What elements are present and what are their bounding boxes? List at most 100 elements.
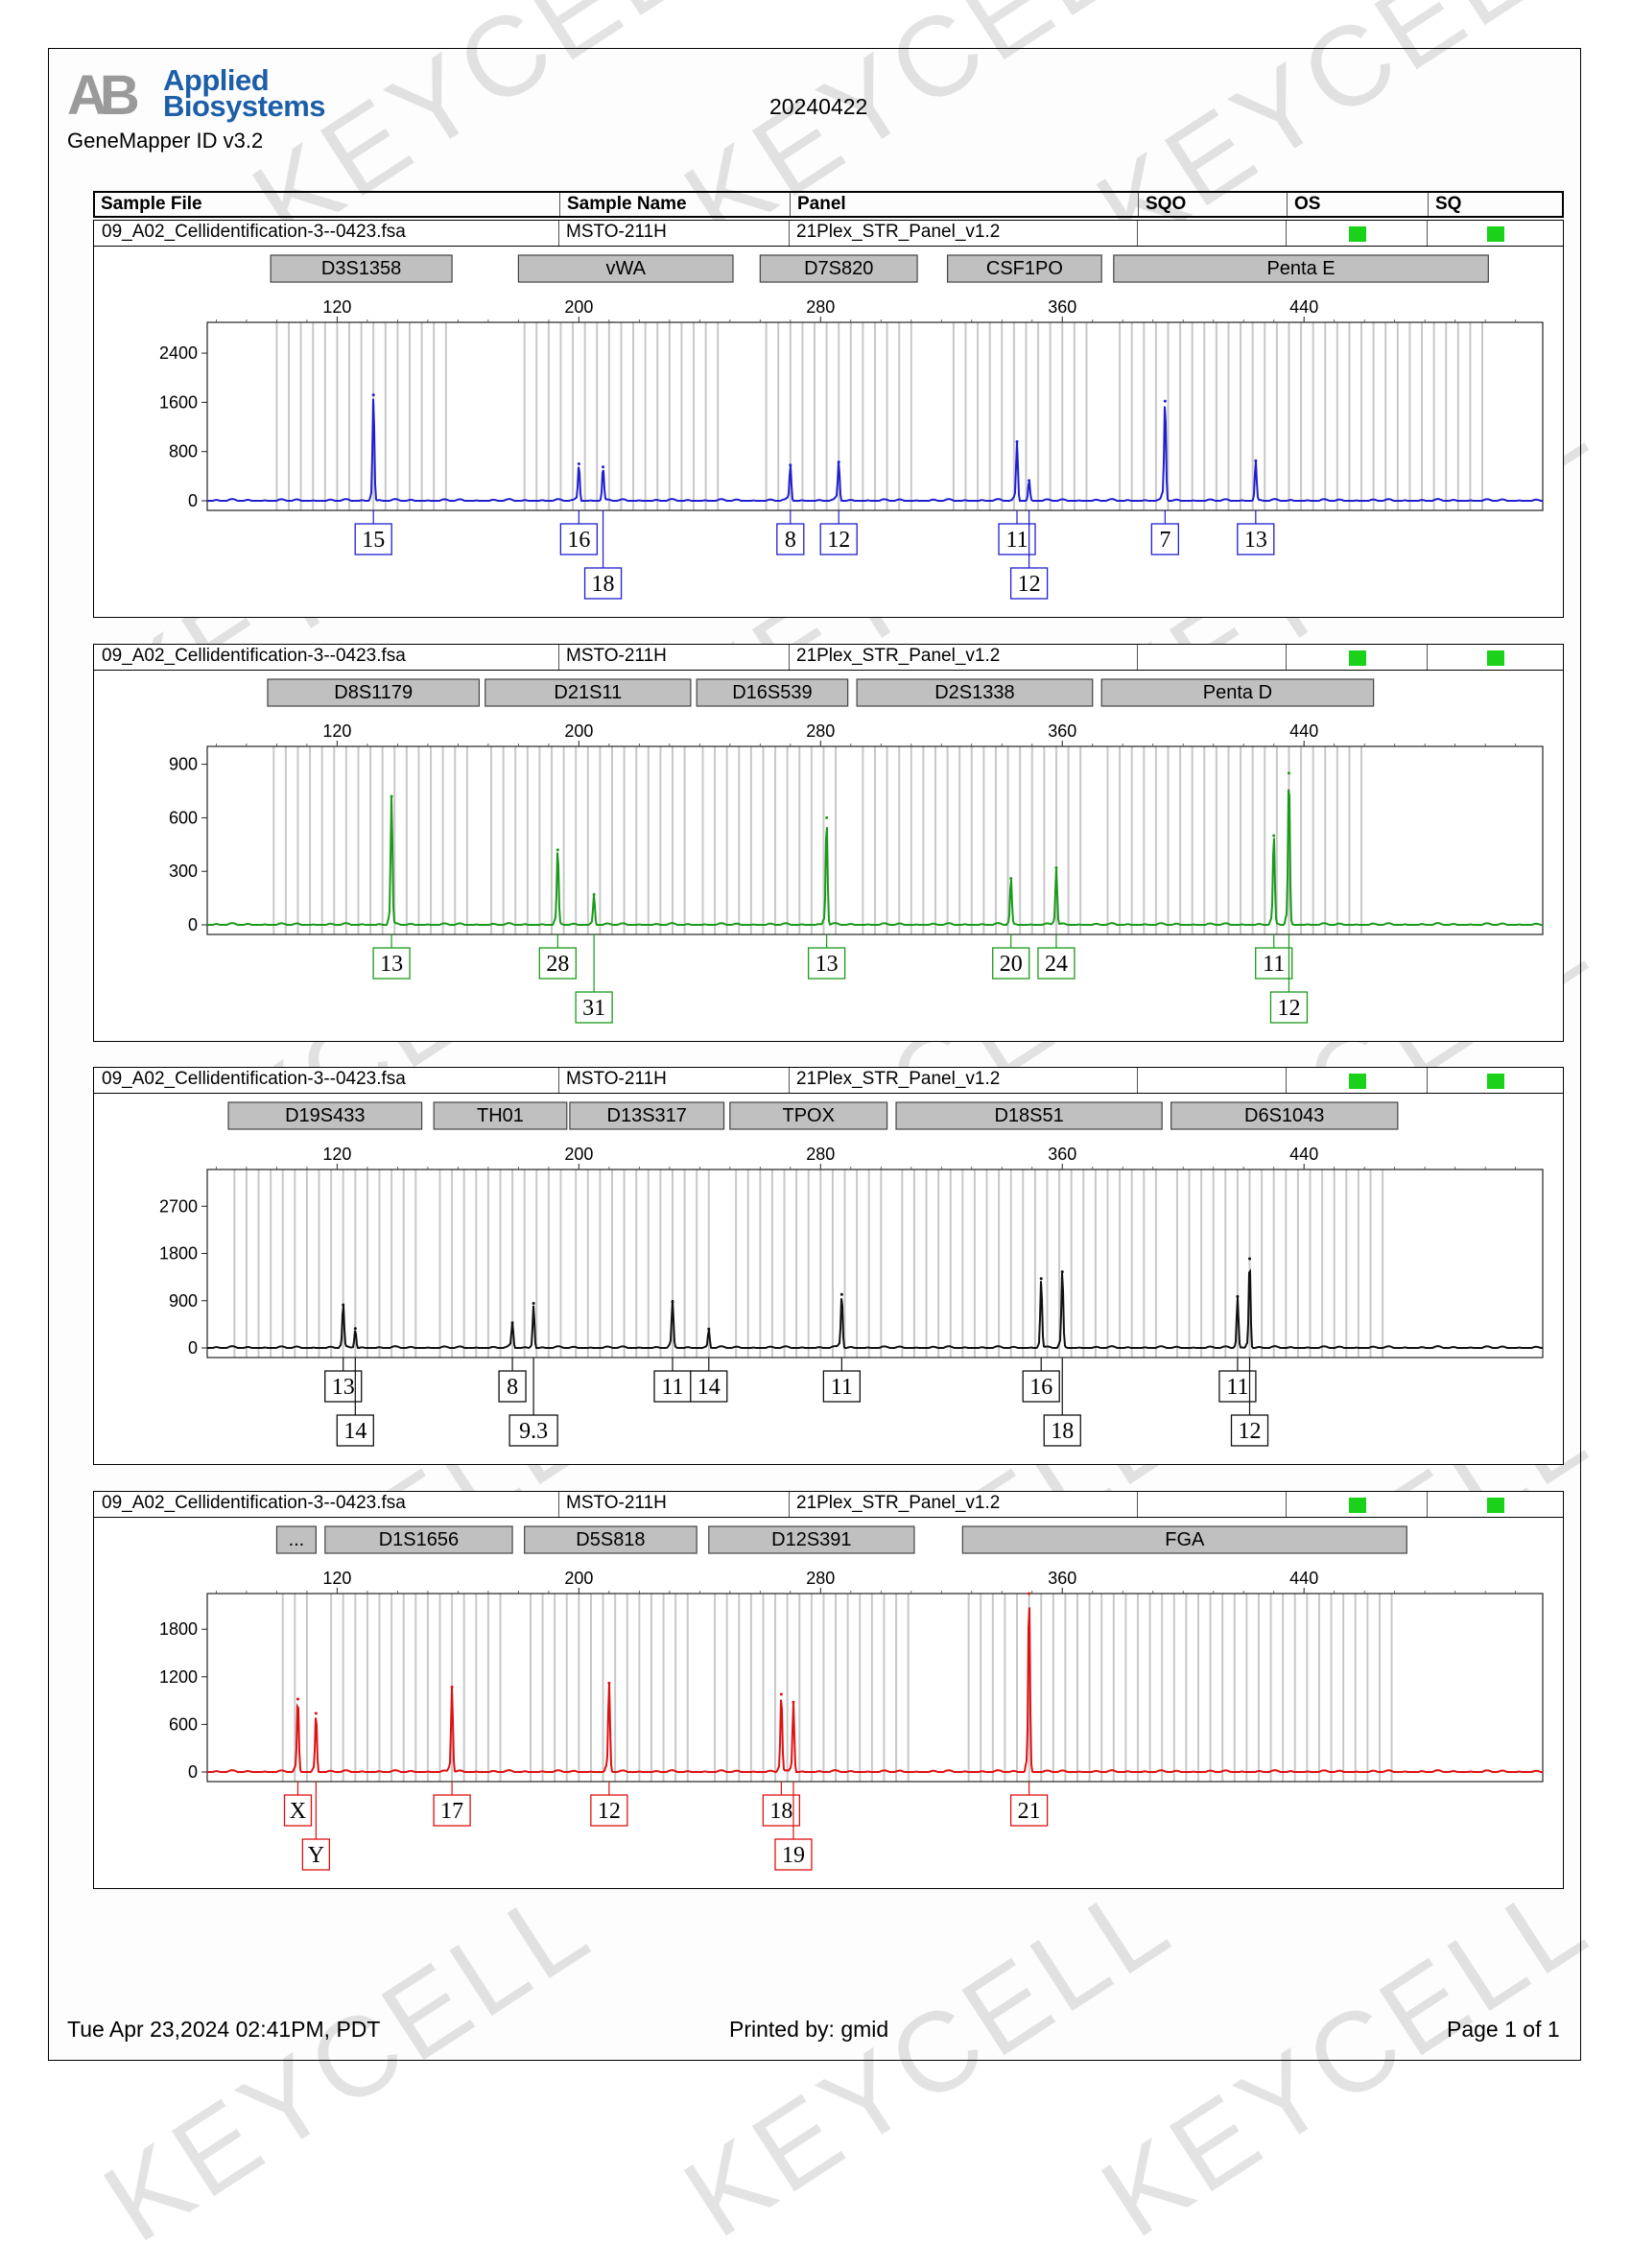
allele-call-box	[653, 1370, 692, 1403]
allele-call-label: 18	[592, 572, 615, 597]
peak-apex	[1028, 479, 1031, 483]
allele-call-label: 9.3	[519, 1419, 548, 1444]
panel-name: 21Plex_STR_Panel_v1.2	[796, 646, 1001, 666]
peak-apex	[371, 393, 375, 397]
marker-box--	[275, 1525, 317, 1554]
peak-apex	[353, 1327, 357, 1331]
allele-call-label: 11	[1005, 528, 1028, 553]
x-tick-label: 280	[806, 1569, 835, 1588]
peak-apex	[1248, 1257, 1252, 1261]
brand-line-2: Biosystems	[163, 89, 326, 123]
software-version: GeneMapper ID v3.2	[67, 129, 264, 153]
peak-apex	[607, 1681, 611, 1685]
marker-label: FGA	[1165, 1529, 1205, 1550]
sample-name: MSTO-211H	[566, 1493, 667, 1513]
col-sample-file: Sample File	[101, 194, 202, 214]
allele-call-label: 13	[380, 952, 403, 977]
allele-call-label: 18	[769, 1799, 792, 1824]
sample-name: MSTO-211H	[566, 1069, 667, 1089]
peak-apex	[792, 1700, 795, 1704]
peak-apex	[779, 1692, 783, 1696]
marker-box-d6s1043	[1170, 1101, 1399, 1130]
allele-call-box	[992, 947, 1030, 980]
marker-box-d18s51	[895, 1101, 1163, 1130]
allele-call-box	[690, 1370, 728, 1403]
sample-name: MSTO-211H	[566, 646, 667, 666]
marker-label: D8S1179	[334, 682, 413, 703]
dye-trace	[207, 1268, 1543, 1350]
col-sq: SQ	[1435, 194, 1462, 214]
sample-file: 09_A02_Cellidentification-3--0423.fsa	[102, 646, 406, 666]
peak-apex	[577, 462, 580, 466]
marker-label: D21S11	[554, 682, 622, 703]
x-tick-label: 440	[1289, 1145, 1318, 1164]
allele-call-box	[1255, 947, 1293, 980]
allele-call-box	[1230, 1414, 1269, 1447]
ab-logo-icon: AB	[67, 64, 140, 127]
x-tick-label: 200	[564, 721, 593, 741]
marker-box-csf1po	[946, 254, 1102, 283]
col-sqo: SQO	[1146, 194, 1187, 214]
marker-box-th01	[433, 1101, 568, 1130]
y-tick-label: 800	[169, 442, 198, 461]
allele-call-box	[819, 523, 858, 555]
y-tick-label: 300	[169, 862, 198, 881]
peak-apex	[1163, 399, 1167, 403]
x-tick-label: 360	[1048, 721, 1076, 741]
col-os: OS	[1294, 194, 1321, 214]
marker-box-tpox	[729, 1101, 888, 1130]
dye-trace	[207, 398, 1543, 502]
y-tick-label: 600	[169, 808, 198, 827]
marker-label: TH01	[477, 1105, 524, 1126]
peak-apex	[390, 794, 393, 798]
peak-apex	[1039, 1277, 1043, 1281]
allele-call-label: 11	[1226, 1375, 1248, 1400]
x-tick-label: 280	[806, 721, 835, 741]
os-quality-flag	[1349, 1498, 1366, 1513]
brand-line-1: Applied	[163, 63, 270, 97]
allele-call-label: 12	[598, 1799, 621, 1824]
marker-label: TPOX	[782, 1105, 834, 1126]
marker-label: D13S317	[607, 1105, 687, 1126]
peak-apex	[839, 1292, 843, 1296]
peak-apex	[1015, 439, 1019, 443]
applied-biosystems-logo: AB Applied Biosystems	[67, 63, 345, 127]
allele-call-label: 14	[343, 1419, 366, 1444]
allele-call-label: 11	[661, 1375, 683, 1400]
allele-call-label: 13	[816, 952, 839, 977]
x-tick-label: 120	[322, 1145, 351, 1164]
marker-box-penta-d	[1100, 678, 1375, 707]
sq-quality-flag	[1487, 1498, 1504, 1513]
allele-call-box	[354, 523, 392, 555]
marker-box-d16s539	[696, 678, 849, 707]
marker-label: D3S1358	[321, 258, 401, 279]
panel-name: 21Plex_STR_Panel_v1.2	[796, 1493, 1001, 1513]
x-tick-label: 200	[564, 1145, 593, 1164]
peak-apex	[789, 463, 792, 467]
sq-quality-flag	[1487, 1074, 1504, 1089]
allele-call-box	[1269, 991, 1309, 1024]
allele-call-label: 17	[440, 1799, 463, 1824]
plot-area	[206, 321, 1544, 511]
peak-apex	[450, 1686, 454, 1689]
peak-apex	[825, 815, 829, 819]
y-tick-label: 0	[188, 1338, 198, 1358]
peak-apex	[1009, 877, 1013, 881]
y-tick-label: 1600	[159, 392, 198, 412]
marker-box-penta-e	[1113, 254, 1489, 283]
allele-call-box	[283, 1794, 313, 1827]
peak-apex	[1028, 1592, 1031, 1595]
allele-call-box	[1009, 567, 1049, 600]
x-tick-label: 120	[322, 1569, 351, 1588]
print-timestamp: Tue Apr 23,2024 02:41PM, PDT	[67, 2017, 381, 2042]
y-tick-label: 1200	[159, 1667, 198, 1687]
allele-call-label: 8	[785, 528, 796, 553]
os-quality-flag	[1349, 226, 1366, 242]
marker-box-d12s391	[708, 1525, 915, 1554]
marker-label: D1S1656	[379, 1529, 459, 1550]
x-tick-label: 280	[806, 297, 835, 317]
sample-table-header: Sample File Sample Name Panel SQO OS SQ	[93, 191, 1564, 218]
